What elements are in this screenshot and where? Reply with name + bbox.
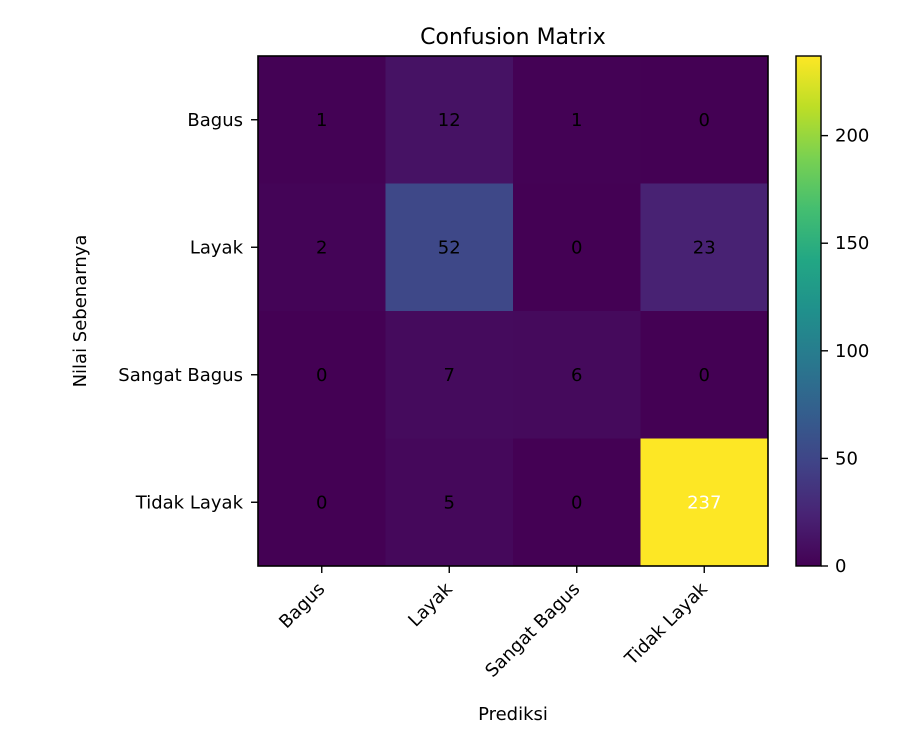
heatmap-cell bbox=[385, 438, 514, 567]
y-axis-label: Nilai Sebenarnya bbox=[70, 235, 91, 388]
cell-value-label: 2 bbox=[316, 237, 327, 258]
x-tick-label: Layak bbox=[404, 578, 457, 631]
cell-value-label: 0 bbox=[571, 492, 582, 513]
cell-value-label: 0 bbox=[571, 237, 582, 258]
heatmap-cell bbox=[258, 56, 386, 184]
heatmap-cell bbox=[385, 56, 514, 184]
heatmap-cell bbox=[258, 311, 386, 439]
heatmap-cell bbox=[513, 438, 641, 567]
colorbar-tick-label: 50 bbox=[835, 448, 858, 469]
cell-value-label: 0 bbox=[699, 365, 710, 386]
heatmap-cell bbox=[513, 311, 641, 439]
heatmap-cell bbox=[258, 183, 386, 312]
x-tick-label: Bagus bbox=[275, 579, 329, 633]
x-axis-ticks: Bagus Layak Sangat Bagus Tidak Layak bbox=[275, 566, 712, 682]
heatmap-cell bbox=[385, 183, 514, 312]
heatmap-cell bbox=[385, 311, 514, 439]
heatmap-cell bbox=[513, 183, 641, 312]
heatmap-cell bbox=[640, 438, 769, 567]
colorbar-tick-label: 150 bbox=[835, 233, 869, 254]
cell-value-label: 0 bbox=[699, 110, 710, 131]
y-tick-label: Bagus bbox=[187, 110, 243, 131]
colorbar-tick-label: 200 bbox=[835, 126, 869, 147]
x-tick-label: Tidak Layak bbox=[620, 578, 712, 670]
heatmap-cell bbox=[513, 56, 641, 184]
colorbar-tick-label: 0 bbox=[835, 556, 846, 577]
x-axis-label: Prediksi bbox=[478, 704, 548, 725]
cell-value-label: 0 bbox=[316, 365, 327, 386]
cell-value-label: 52 bbox=[438, 237, 461, 258]
cell-value-label: 6 bbox=[571, 365, 582, 386]
chart-title: Confusion Matrix bbox=[420, 25, 606, 50]
cell-value-label: 1 bbox=[316, 110, 327, 131]
y-tick-label: Layak bbox=[190, 237, 244, 258]
colorbar bbox=[795, 55, 822, 567]
cell-value-label: 7 bbox=[444, 365, 455, 386]
heatmap-cell bbox=[640, 311, 769, 439]
cell-value-labels: 1 12 1 0 2 52 0 23 0 7 6 0 0 5 0 237 bbox=[316, 110, 721, 514]
heatmap-cells bbox=[258, 56, 769, 567]
cell-value-label: 5 bbox=[444, 492, 455, 513]
cell-value-label: 0 bbox=[316, 492, 327, 513]
cell-value-label: 23 bbox=[693, 237, 716, 258]
plot-frame bbox=[257, 55, 769, 567]
y-tick-label: Sangat Bagus bbox=[118, 365, 243, 386]
heatmap-cell bbox=[258, 438, 386, 567]
colorbar-ticks: 0 50 100 150 200 bbox=[821, 126, 869, 577]
y-tick-label: Tidak Layak bbox=[135, 492, 244, 513]
heatmap-cell bbox=[640, 183, 769, 312]
colorbar-tick-label: 100 bbox=[835, 341, 869, 362]
cell-value-label: 12 bbox=[438, 110, 461, 131]
x-tick-label: Sangat Bagus bbox=[481, 579, 584, 682]
cell-value-label: 1 bbox=[571, 110, 582, 131]
cell-value-label: 237 bbox=[687, 492, 721, 513]
heatmap-cell bbox=[640, 56, 769, 184]
y-axis-ticks: Bagus Layak Sangat Bagus Tidak Layak bbox=[118, 110, 258, 513]
